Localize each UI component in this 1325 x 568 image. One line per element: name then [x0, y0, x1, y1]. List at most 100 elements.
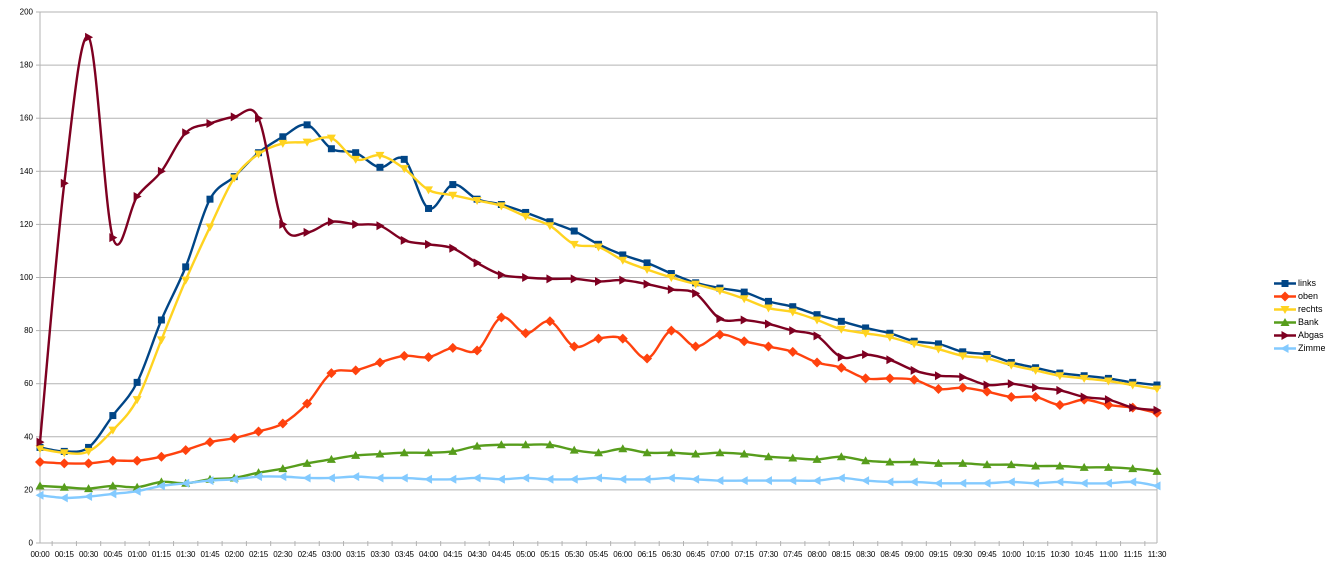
data-point-rechts	[521, 212, 531, 221]
data-point-Abgas	[109, 233, 118, 243]
x-axis-label: 03:15	[346, 550, 366, 559]
data-point-rechts	[642, 266, 652, 275]
data-point-links	[862, 324, 870, 332]
data-point-oben	[156, 451, 167, 462]
data-point-Zimmer	[763, 476, 772, 486]
zimmer-series-icon	[1274, 343, 1296, 354]
data-point-links	[643, 259, 651, 267]
data-point-Abgas	[1032, 383, 1041, 393]
data-point-rechts	[375, 151, 385, 160]
x-axis-label: 05:00	[516, 550, 536, 559]
data-point-Abgas	[36, 437, 45, 447]
data-point-links	[764, 297, 772, 305]
legend-marker	[1280, 318, 1290, 326]
data-point-rechts	[326, 134, 336, 143]
data-point-Abgas	[1080, 392, 1089, 402]
series-Zimmer	[35, 472, 1161, 503]
x-axis-label: 08:15	[832, 550, 852, 559]
data-point-Zimmer	[472, 473, 481, 483]
data-point-Zimmer	[448, 474, 457, 484]
data-point-oben	[496, 312, 507, 323]
data-point-Zimmer	[885, 477, 894, 487]
legend-marker	[1280, 291, 1290, 302]
data-point-rechts	[351, 155, 361, 164]
data-point-rechts	[302, 138, 312, 147]
data-point-Bank	[448, 446, 458, 455]
data-point-Zimmer	[594, 473, 602, 483]
data-point-Zimmer	[326, 473, 335, 483]
x-axis-label: 04:15	[443, 550, 463, 559]
data-point-oben	[374, 357, 385, 368]
data-point-Zimmer	[108, 489, 117, 499]
data-point-links	[740, 288, 748, 296]
y-axis-label: 0	[29, 539, 34, 548]
x-axis-label: 07:45	[783, 550, 803, 559]
data-point-Zimmer	[1152, 481, 1161, 491]
data-point-Bank	[763, 452, 773, 461]
data-point-Bank	[399, 448, 409, 457]
data-point-Bank	[1031, 461, 1041, 470]
legend-label-rechts: rechts	[1298, 304, 1323, 314]
y-axis-label: 100	[20, 273, 34, 282]
bank-series-icon	[1274, 317, 1296, 328]
data-point-rechts	[691, 280, 701, 289]
data-point-rechts	[1128, 381, 1138, 390]
data-point-oben	[1006, 391, 1017, 402]
data-point-Abgas	[983, 380, 992, 390]
data-point-Bank	[861, 456, 871, 465]
data-point-rechts	[181, 276, 191, 285]
data-point-links	[85, 443, 93, 451]
data-point-Abgas	[1104, 395, 1113, 405]
legend-sample-graphic	[1274, 344, 1296, 353]
data-point-Abgas	[643, 279, 652, 289]
data-point-Abgas	[230, 112, 239, 122]
data-point-rechts	[1006, 361, 1016, 370]
data-point-oben	[836, 362, 847, 373]
x-axis-label: 06:15	[638, 550, 658, 559]
data-point-Zimmer	[1031, 478, 1040, 488]
x-axis-label: 11:15	[1123, 550, 1142, 559]
data-point-Abgas	[1129, 403, 1138, 413]
x-axis-label: 04:30	[468, 550, 488, 559]
x-axis-label: 03:45	[395, 550, 415, 559]
data-point-Abgas	[425, 239, 434, 249]
data-point-Abgas	[862, 349, 871, 359]
data-point-rechts	[1031, 366, 1041, 375]
data-point-rechts	[909, 340, 919, 349]
series-rechts	[35, 134, 1162, 458]
data-point-Zimmer	[302, 473, 311, 483]
x-axis-label: 08:00	[808, 550, 828, 559]
data-point-links	[983, 350, 991, 358]
data-point-links	[837, 317, 845, 325]
data-point-oben	[714, 329, 725, 340]
data-point-Abgas	[376, 221, 385, 231]
data-point-oben	[957, 382, 968, 393]
data-point-links	[425, 204, 433, 212]
data-point-Bank	[84, 484, 94, 493]
x-axis-label: 11:00	[1099, 550, 1118, 559]
data-point-Zimmer	[618, 474, 627, 484]
data-point-Zimmer	[909, 477, 918, 487]
y-axis-label: 40	[24, 432, 33, 441]
data-point-rechts	[594, 243, 603, 252]
data-point-Abgas	[522, 273, 531, 282]
data-point-Zimmer	[156, 481, 165, 491]
data-point-oben	[204, 437, 215, 448]
legend-label-oben: oben	[1298, 291, 1319, 301]
data-point-links	[400, 155, 408, 163]
y-axis-label: 200	[20, 8, 34, 17]
data-point-Bank	[715, 448, 725, 457]
legend-item-bank: Bank	[1274, 316, 1325, 329]
data-point-Zimmer	[545, 474, 554, 484]
data-point-Abgas	[1153, 405, 1162, 415]
data-point-Bank	[982, 460, 992, 469]
data-point-Zimmer	[496, 474, 505, 484]
series-rechts-line	[38, 136, 1159, 455]
data-point-Zimmer	[1006, 477, 1015, 487]
data-point-links	[546, 218, 554, 226]
data-point-rechts	[132, 396, 142, 405]
x-axis-label: 04:00	[419, 550, 439, 559]
data-point-Zimmer	[181, 478, 190, 488]
x-axis-label: 07:15	[735, 550, 755, 559]
